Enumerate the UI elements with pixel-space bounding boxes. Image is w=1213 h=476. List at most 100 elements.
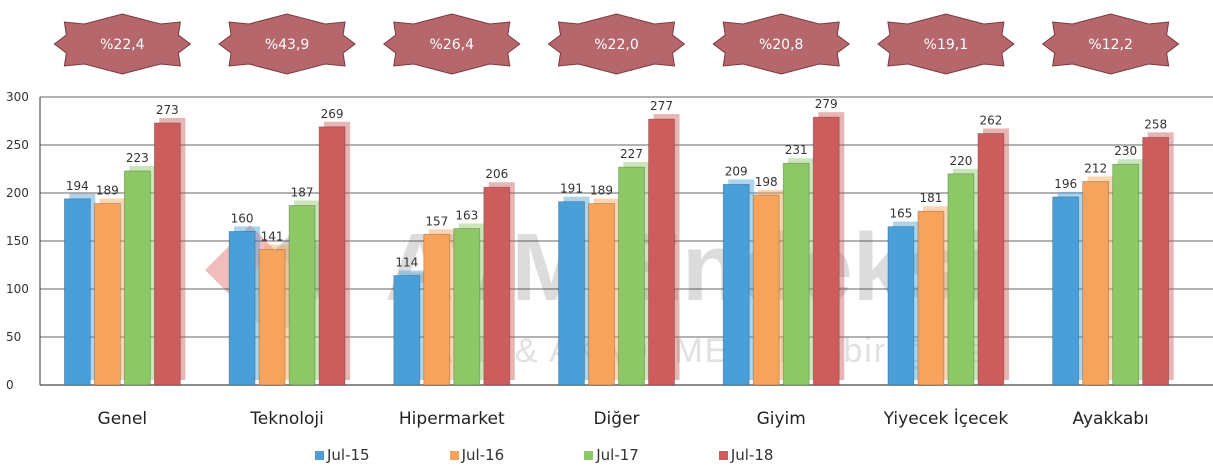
bar-face <box>812 116 840 386</box>
legend-item-jul-18: Jul-18 <box>718 446 773 464</box>
data-label: 273 <box>156 103 179 117</box>
bar <box>722 179 755 386</box>
bar <box>318 121 351 386</box>
category-label: Yiyecek İçecek <box>883 408 1009 429</box>
bar <box>93 198 126 386</box>
bar-face <box>917 210 945 386</box>
bar <box>123 165 156 386</box>
bar <box>588 198 620 386</box>
legend-label: Jul-16 <box>461 446 505 464</box>
badge-label: %22,0 <box>594 37 638 53</box>
category-label: Teknoloji <box>249 409 324 429</box>
data-label: 163 <box>455 209 478 223</box>
data-label: 279 <box>815 97 838 111</box>
data-label: 258 <box>1144 117 1167 131</box>
data-label: 277 <box>650 99 673 113</box>
bar-face <box>1142 136 1170 386</box>
bar-face <box>947 173 975 386</box>
bar-face <box>977 133 1005 386</box>
bar <box>1052 191 1084 386</box>
bar-face <box>588 203 615 386</box>
bar-face <box>288 205 316 386</box>
category-label: Genel <box>98 409 148 429</box>
data-label: 157 <box>425 214 448 228</box>
category-label: Ayakkabı <box>1073 409 1149 429</box>
y-tick-label: 50 <box>6 330 21 344</box>
legend-item-jul-17: Jul-17 <box>584 446 639 464</box>
legend-item-jul-16: Jul-16 <box>449 446 505 464</box>
bar <box>393 270 425 386</box>
bar-face <box>483 186 511 386</box>
y-tick-label: 200 <box>6 186 29 200</box>
data-label: 189 <box>96 184 119 198</box>
bar <box>618 162 650 386</box>
bar <box>558 196 590 386</box>
data-label: 231 <box>785 143 808 157</box>
bar <box>1082 176 1114 386</box>
badge-shape <box>547 13 686 75</box>
bar <box>1142 132 1174 386</box>
category-label: Giyim <box>757 409 806 429</box>
bar <box>258 244 291 386</box>
data-labels: 194 189 223 273 160 141 187 269 114 157 163 206 191 1… <box>66 97 1167 269</box>
legend-swatch <box>315 450 324 460</box>
bar-face <box>618 166 645 386</box>
data-label: 269 <box>321 107 344 121</box>
badge-shape <box>218 13 356 75</box>
bar-face <box>228 230 256 386</box>
bar-face <box>393 275 421 386</box>
badge-shape <box>877 13 1015 75</box>
data-label: 187 <box>291 185 314 199</box>
badge-label: %19,1 <box>924 37 968 53</box>
badge-shape <box>1041 13 1180 75</box>
legend-swatch <box>449 450 459 460</box>
data-label: 227 <box>620 147 643 161</box>
bar-face <box>258 249 286 386</box>
legend-swatch <box>584 450 594 460</box>
legend-label: Jul-15 <box>327 446 370 464</box>
bar-face <box>722 183 750 386</box>
data-label: 209 <box>725 164 748 178</box>
bar <box>782 158 815 386</box>
bar <box>1112 159 1144 386</box>
data-label: 223 <box>126 151 149 165</box>
y-tick-label: 150 <box>6 234 29 248</box>
bar-face <box>153 122 181 386</box>
bar-face <box>648 118 675 386</box>
legend-swatch <box>718 450 728 460</box>
data-label: 160 <box>231 211 254 225</box>
bar <box>887 221 919 386</box>
bar-face <box>123 170 151 386</box>
data-label: 114 <box>395 256 418 270</box>
bar <box>63 193 96 386</box>
data-label: 196 <box>1054 177 1077 191</box>
badge-shape <box>53 13 192 75</box>
bars <box>63 112 1174 386</box>
bar <box>453 223 485 386</box>
bar-face <box>1112 163 1140 386</box>
y-tick-label: 250 <box>6 138 29 152</box>
category-label: Hipermarket <box>399 409 505 429</box>
bar <box>288 200 321 386</box>
legend-label: Jul-17 <box>596 446 639 464</box>
y-tick-label: 100 <box>6 282 29 296</box>
change-badges: %22,4 %43,9 %26,4 %22,0 %20,8 %19,1 %12,2 <box>53 13 1180 75</box>
badge-label: %22,4 <box>100 37 145 53</box>
bar-face <box>423 233 451 386</box>
bar <box>812 112 845 386</box>
y-tick-label: 300 <box>6 90 29 104</box>
data-label: 198 <box>755 175 778 189</box>
change-badge: %22,4 <box>53 13 192 75</box>
data-label: 141 <box>261 230 284 244</box>
change-badge: %12,2 <box>1041 13 1180 75</box>
bar <box>483 182 515 386</box>
bar <box>752 189 785 386</box>
bar <box>947 168 979 386</box>
bar-face <box>782 162 810 386</box>
badge-label: %43,9 <box>265 37 309 53</box>
bar-face <box>453 228 481 386</box>
category-label: Diğer <box>593 409 639 429</box>
y-tick-label: 0 <box>6 378 14 392</box>
bar <box>977 128 1009 386</box>
badge-label: %26,4 <box>430 37 475 53</box>
